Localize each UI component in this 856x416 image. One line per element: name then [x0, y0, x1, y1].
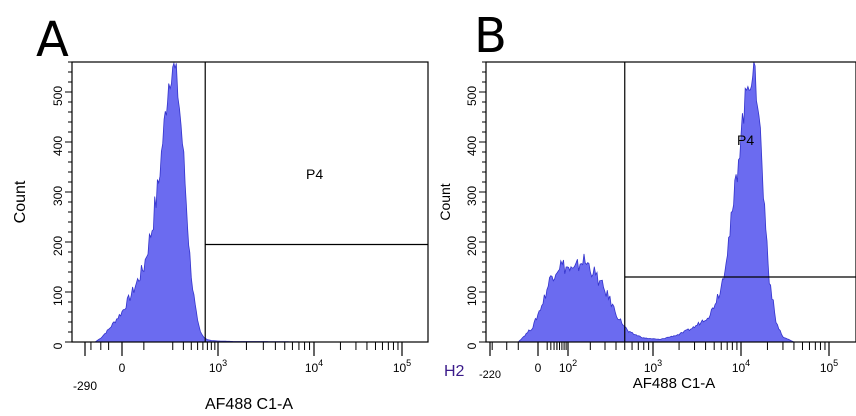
- x-tick-label-b: 105: [820, 358, 838, 375]
- plot-frame-b: [485, 61, 856, 343]
- x-tick-label-b: 102: [559, 358, 577, 375]
- histogram-panel-b: 0 100 200 300 400 500 -220 0 102 103 104 105 P4 Co…: [437, 61, 856, 392]
- x-tick-label-a: 0: [119, 361, 126, 375]
- x-tick-label-b: 104: [732, 358, 750, 375]
- y-tick-label-b: 100: [465, 286, 479, 306]
- y-tick-label-b: 0: [465, 342, 479, 349]
- gate-label-a: P4: [306, 166, 323, 182]
- x-tick-label-a: -290: [73, 379, 97, 393]
- y-tick-label-a: 400: [51, 136, 65, 156]
- y-tick-label-b: 500: [465, 86, 479, 106]
- histogram-series-b: [517, 61, 795, 343]
- x-tick-label-b: 0: [535, 361, 542, 375]
- x-tick-label-a: 103: [209, 358, 227, 375]
- y-tick-label-a: 0: [51, 342, 65, 349]
- x-tick-label-a: 105: [393, 358, 411, 375]
- histogram-panel-a: 0 100 200 300 400 500 -290 0 103 104 105 P4 Count…: [12, 61, 429, 413]
- panel-b-letter: B: [474, 8, 507, 64]
- y-axis-title-b: Count: [437, 183, 453, 220]
- y-tick-label-b: 200: [465, 236, 479, 256]
- tube-label-b: H2: [444, 363, 465, 380]
- y-tick-label-b: 400: [465, 136, 479, 156]
- y-tick-label-a: 300: [51, 186, 65, 206]
- y-tick-label-b: 300: [465, 186, 479, 206]
- y-tick-label-a: 100: [51, 286, 65, 306]
- gate-label-b: P4: [737, 132, 754, 148]
- y-tick-label-a: 500: [51, 86, 65, 106]
- x-axis-title-b: AF488 C1-A: [633, 375, 716, 392]
- histogram-series-a: [93, 61, 341, 343]
- x-axis-title-a: AF488 C1-A: [205, 396, 293, 413]
- x-tick-label-b: -220: [479, 369, 501, 381]
- panel-a-letter: A: [36, 12, 69, 68]
- y-tick-label-a: 200: [51, 236, 65, 256]
- y-axis-title-a: Count: [12, 180, 29, 223]
- plot-frame-a: [71, 61, 429, 343]
- x-tick-label-a: 104: [305, 358, 323, 375]
- x-tick-label-b: 103: [644, 358, 662, 375]
